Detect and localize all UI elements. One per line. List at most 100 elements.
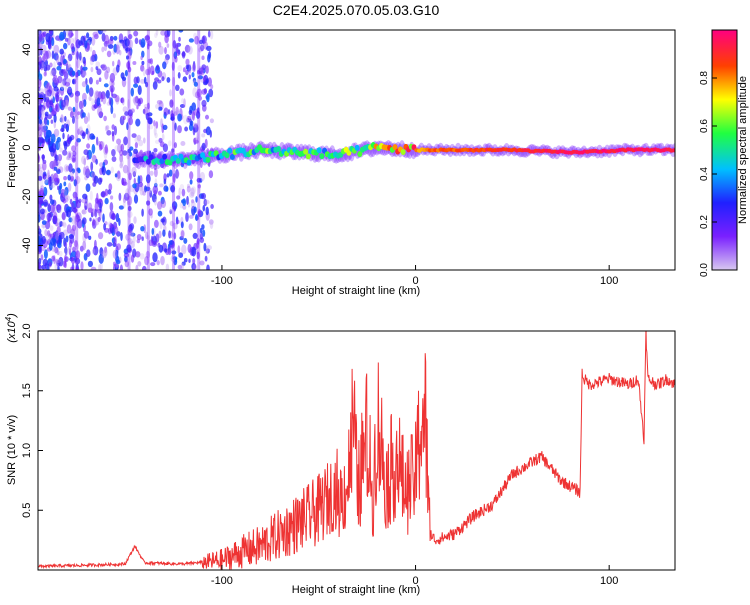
spectrogram-noise-mark [53, 172, 59, 182]
spectrogram-noise-mark [67, 87, 72, 94]
spectrogram-noise-mark [149, 58, 153, 65]
spectrogram-noise-mark [208, 88, 214, 98]
spectrogram-noise-mark [175, 49, 181, 56]
spectrogram-noise-mark [198, 39, 204, 45]
spectrogram-noise-mark [135, 118, 141, 127]
spectrogram-noise-mark [44, 229, 48, 237]
spectrogram-noise-mark [187, 243, 192, 253]
spectrogram-noise-mark [191, 102, 196, 111]
spectrogram-noise-mark [190, 186, 197, 195]
spectrogram-noise-mark [51, 37, 55, 47]
spectrogram-noise-mark [38, 186, 41, 192]
spectrogram-noise-mark [119, 158, 124, 167]
spectrogram-noise-mark [148, 208, 153, 216]
spectrogram-noise-mark [193, 81, 198, 87]
spectrogram-noise-mark [53, 159, 57, 167]
spectrogram-noise-mark [92, 31, 98, 37]
spectrogram-noise-mark [39, 103, 42, 111]
snr-y-tick-label: 0.5 [21, 503, 33, 518]
spectrogram-noise-mark [70, 175, 75, 182]
spectrogram-noise-mark [70, 43, 75, 50]
spectrogram-noise-mark [136, 238, 140, 244]
spectrogram-noise-mark [68, 152, 71, 159]
spectrogram-noise-mark [101, 63, 107, 70]
spectrogram-noise-mark [53, 77, 58, 83]
spectrogram-noise-mark [124, 69, 128, 77]
spectrogram-noise-mark [87, 112, 90, 122]
spectrogram-noise-mark [71, 215, 77, 225]
spectrogram-noise-mark [88, 87, 94, 97]
spectrogram-noise-mark [67, 53, 73, 62]
spectrogram-noise-mark [125, 47, 131, 52]
spectrogram-noise-mark [200, 44, 205, 52]
spectrogram-noise-mark [122, 106, 128, 113]
snr-y-tick-label: 1.0 [21, 443, 33, 458]
colorbar-ticks: 0.0 0.2 0.4 0.6 0.8 [699, 71, 717, 277]
spectrogram-noise-mark [43, 71, 47, 77]
spectrogram-noise-mark [134, 137, 140, 143]
spectrogram-noise-mark [64, 190, 68, 196]
spectrogram-noise-mark [58, 141, 62, 149]
spectrogram-noise-mark [169, 220, 175, 227]
spectrogram-noise-mark [188, 64, 192, 74]
spectrogram-noise-mark [49, 62, 53, 68]
spectrogram-noise-mark [112, 60, 115, 67]
spectrogram-noise-mark [74, 93, 80, 104]
spectrogram-noise-mark [125, 188, 130, 198]
spectrogram-noise-mark [173, 111, 177, 116]
spectrogram-noise-mark [166, 43, 170, 48]
spectrogram-noise-mark [180, 221, 184, 229]
spectrogram-noise-mark [66, 99, 69, 107]
spectrogram-noise-mark [132, 183, 137, 189]
spectrogram-noise-mark [126, 200, 131, 206]
spectrogram-ridge-mark [148, 154, 154, 161]
spectrogram-noise-mark [95, 91, 100, 97]
spectrogram-noise-mark [49, 70, 56, 77]
colorbar-tick-label: 0.0 [699, 263, 710, 277]
spectrogram-noise-mark [114, 145, 120, 152]
spectrogram-noise-mark [71, 224, 77, 232]
spectrogram-noise-mark [74, 114, 80, 120]
spectrogram-noise-mark [42, 161, 47, 171]
spectrogram-noise-mark [183, 258, 188, 263]
spectrogram-noise-mark [122, 115, 126, 121]
spectrogram-noise-mark [38, 175, 43, 181]
spectrogram-noise-mark [68, 247, 72, 256]
spectrogram-noise-mark [47, 169, 50, 178]
spectrogram-noise-mark [95, 61, 101, 68]
spectrogram-noise-mark [127, 210, 133, 218]
spectrogram-noise-mark [142, 266, 146, 270]
spectrogram-noise-mark [203, 242, 207, 252]
spectrogram-noise-mark [163, 173, 167, 182]
spectrogram-y-axis-label: Frequency (Hz) [6, 112, 18, 188]
spectrogram-noise-mark [114, 173, 118, 178]
spectrogram-noise-mark [62, 221, 67, 227]
spectrogram-noise-mark [93, 175, 99, 184]
spectrogram-noise-mark [104, 34, 110, 45]
spectrogram-noise-mark [88, 235, 92, 240]
colorbar-tick-label: 0.8 [699, 71, 710, 85]
spectrogram-noise-mark [77, 111, 81, 116]
spectrogram-noise-mark [69, 239, 73, 248]
spectrogram-noise-mark [66, 195, 71, 201]
spectrogram-noise-mark [113, 35, 118, 41]
spectrogram-noise-mark [175, 106, 179, 116]
spectrogram-noise-mark [77, 168, 81, 174]
spectrogram-noise-mark [87, 202, 93, 213]
spectrogram-noise-mark [104, 144, 108, 154]
spectrogram-noise-mark [110, 195, 114, 200]
spectrogram-noise-mark [209, 118, 214, 124]
spectrogram-noise-mark [82, 66, 88, 71]
spectrogram-noise-mark [207, 30, 211, 38]
spectrogram-noise-mark [45, 91, 50, 99]
spectrogram-ridge-mark [200, 152, 206, 159]
spectrogram-noise-mark [189, 179, 193, 185]
spectrogram-noise-mark [197, 208, 202, 216]
spectrogram-noise-mark [98, 253, 104, 264]
spectrogram-noise-mark [208, 219, 214, 225]
spectrogram-noise-mark [134, 142, 138, 149]
spectrogram-noise-mark [62, 132, 65, 140]
spectrogram-noise-mark [89, 55, 96, 62]
spectrogram-noise-mark [101, 30, 107, 33]
snr-y-multiplier-base: (x10 [6, 320, 18, 342]
